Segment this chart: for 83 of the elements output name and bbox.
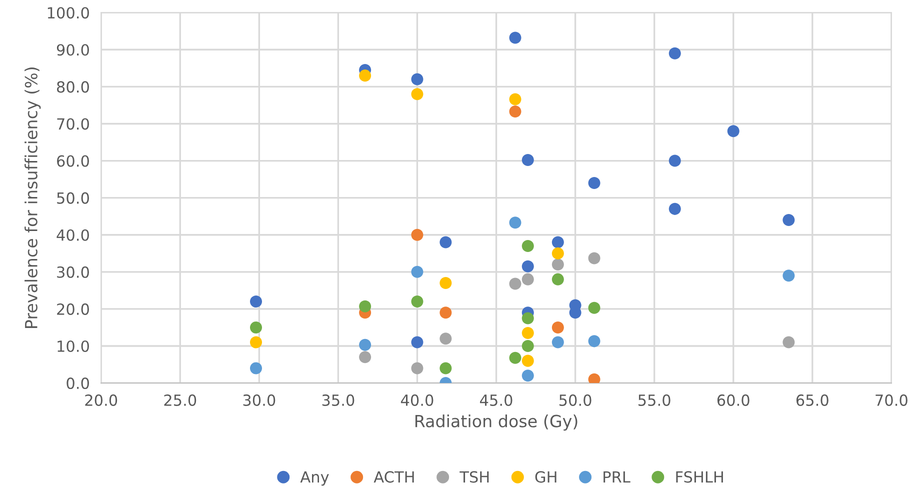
point [522, 273, 534, 286]
point [359, 338, 372, 351]
x-tick-label: 60.0 [717, 394, 750, 406]
x-tick-label: 70.0 [876, 394, 908, 406]
point [668, 47, 681, 60]
y-tick-label: 100.0 [48, 7, 89, 19]
point [552, 258, 564, 271]
point [588, 373, 600, 384]
legend-label: TSH [460, 471, 489, 483]
point [782, 270, 795, 282]
point [509, 278, 522, 290]
point [588, 252, 600, 264]
point [411, 362, 424, 374]
point [250, 362, 262, 374]
point [522, 354, 534, 367]
point [522, 327, 534, 340]
point [509, 105, 522, 118]
point [552, 336, 564, 348]
point [782, 336, 795, 348]
point [522, 340, 534, 352]
y-tick-label: 80.0 [57, 81, 89, 93]
legend-label: GH [535, 471, 556, 483]
point [440, 277, 452, 290]
legend-label: FSHLH [676, 471, 723, 483]
point [250, 321, 262, 334]
y-tick-label: 70.0 [57, 118, 89, 130]
point [522, 370, 534, 382]
point [509, 352, 522, 364]
point [522, 154, 534, 166]
point [552, 321, 564, 334]
point [509, 93, 522, 106]
point [359, 351, 372, 364]
point [411, 73, 424, 86]
point [552, 273, 564, 286]
point [411, 336, 424, 348]
x-tick-label: 20.0 [85, 394, 118, 406]
point [250, 296, 262, 308]
point [522, 260, 534, 272]
y-tick-label: 40.0 [56, 229, 89, 241]
point [588, 302, 600, 314]
point [668, 154, 681, 167]
point [440, 362, 452, 374]
x-tick-label: 65.0 [796, 394, 828, 406]
point [411, 296, 424, 308]
point [588, 176, 600, 190]
point [440, 332, 452, 345]
y-tick-label: 50.0 [57, 192, 89, 204]
point [359, 300, 372, 312]
point [411, 88, 424, 100]
x-tick-label: 40.0 [400, 394, 434, 406]
y-tick-label: 90.0 [56, 44, 89, 56]
point [668, 202, 681, 215]
y-tick-label: 30.0 [57, 266, 89, 278]
point [727, 125, 740, 138]
point [552, 247, 564, 260]
x-tick-label: 45.0 [480, 394, 512, 406]
point [250, 336, 262, 348]
x-tick-label: 35.0 [322, 394, 354, 406]
point [509, 32, 522, 44]
x-tick-label: 50.0 [559, 394, 592, 406]
y-tick-label: 0.0 [66, 378, 89, 390]
x-axis-title: Radiation dose (Gy) [415, 414, 578, 431]
y-tick-label: 10.0 [58, 340, 89, 352]
y-tick-label: 20.0 [57, 303, 89, 315]
legend-label: PRL [604, 471, 630, 482]
point [522, 240, 534, 252]
point [411, 266, 424, 278]
x-tick-label: 25.0 [164, 394, 196, 406]
y-axis-title: Prevalence for insufficiency (%) [24, 67, 41, 328]
point [440, 306, 452, 319]
legend-label: ACTH [374, 471, 414, 483]
x-tick-label: 55.0 [638, 394, 670, 406]
point [782, 214, 795, 226]
point [509, 216, 522, 229]
x-tick-label: 30.0 [243, 394, 276, 406]
point [440, 236, 452, 248]
point [552, 236, 564, 248]
legend-label: Any [300, 471, 329, 486]
point [522, 312, 534, 324]
point [588, 335, 600, 348]
point [359, 70, 372, 82]
y-tick-label: 60.0 [57, 155, 89, 167]
point [411, 228, 424, 241]
